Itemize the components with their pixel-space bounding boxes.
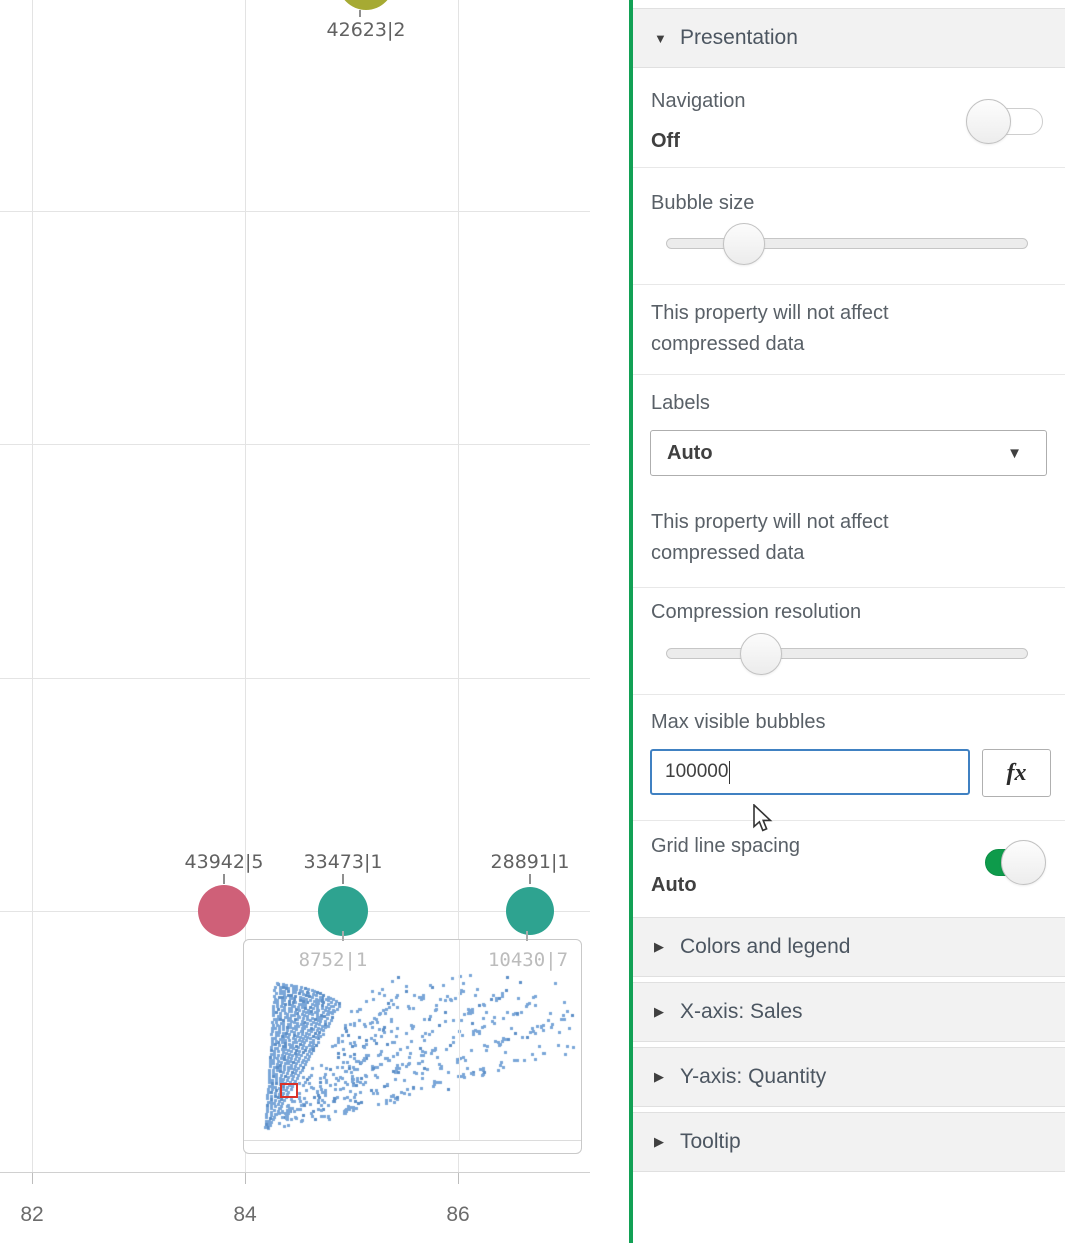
- section-x-axis[interactable]: ▶ X-axis: Sales: [633, 982, 1065, 1042]
- hidden-bubble-label: 8752|1: [298, 949, 368, 971]
- navigation-value: Off: [651, 130, 680, 152]
- grid-line-spacing-label: Grid line spacing: [651, 835, 800, 857]
- toggle-knob[interactable]: [1001, 840, 1046, 885]
- divider: [633, 694, 1065, 695]
- data-bubble[interactable]: [338, 0, 394, 10]
- hidden-bubble-leader: [342, 931, 344, 941]
- hidden-bubble-label: 10430|7: [487, 949, 569, 971]
- chevron-right-icon: ▶: [654, 1004, 664, 1019]
- minimap-scatter: [244, 940, 581, 1153]
- section-label: X-axis: Sales: [680, 1000, 803, 1023]
- bubble-label-leader: [529, 874, 531, 884]
- chevron-right-icon: ▶: [654, 1134, 664, 1149]
- section-label: Y-axis: Quantity: [680, 1065, 827, 1088]
- section-tooltip[interactable]: ▶ Tooltip: [633, 1112, 1065, 1172]
- x-axis-tick: [245, 1173, 246, 1184]
- labels-dropdown[interactable]: Auto ▼: [650, 430, 1047, 476]
- horizontal-gridline: [0, 211, 590, 212]
- slider-handle[interactable]: [739, 633, 782, 675]
- mouse-cursor: [753, 804, 773, 832]
- divider: [633, 374, 1065, 375]
- hidden-bubble-leader: [526, 931, 528, 941]
- minimap-axis-line: [244, 1140, 581, 1141]
- scatter-chart[interactable]: 42623|2 43942|5 33473|1 28891|1 8752|1 10430…: [0, 0, 629, 1243]
- data-bubble[interactable]: [318, 886, 368, 936]
- slider-handle[interactable]: [723, 223, 766, 265]
- bubble-label: 33473|1: [303, 851, 383, 873]
- section-y-axis[interactable]: ▶ Y-axis: Quantity: [633, 1047, 1065, 1107]
- grid-line-spacing-value: Auto: [651, 874, 697, 896]
- section-colors-and-legend[interactable]: ▶ Colors and legend: [633, 917, 1065, 977]
- compression-resolution-slider[interactable]: [666, 633, 1028, 675]
- x-axis-tick-label: 84: [233, 1203, 257, 1226]
- bubble-size-label: Bubble size: [651, 192, 755, 214]
- data-bubble[interactable]: [506, 887, 554, 935]
- bubble-label-leader: [359, 10, 361, 17]
- x-axis-line: [0, 1172, 590, 1173]
- input-value: 100000: [665, 761, 729, 782]
- x-axis-tick-label: 86: [446, 1203, 470, 1226]
- navigation-label: Navigation: [651, 90, 746, 112]
- max-visible-bubbles-input[interactable]: 100000: [650, 749, 970, 795]
- navigation-toggle[interactable]: [966, 99, 1043, 144]
- bubble-label-leader: [223, 874, 225, 884]
- chevron-right-icon: ▶: [654, 939, 664, 954]
- x-axis-tick: [32, 1173, 33, 1184]
- chevron-right-icon: ▶: [654, 1069, 664, 1084]
- fx-icon: fx: [1006, 759, 1027, 786]
- x-axis-tick: [458, 1173, 459, 1184]
- properties-panel: ▼ Presentation Navigation Off Bubble siz…: [629, 0, 1065, 1243]
- divider: [633, 820, 1065, 821]
- compressed-data-note: This property will not affect compressed…: [651, 507, 889, 569]
- x-axis-tick-label: 82: [20, 1203, 44, 1226]
- navigation-minimap[interactable]: [243, 939, 582, 1154]
- section-label: Colors and legend: [680, 935, 851, 958]
- toggle-knob[interactable]: [966, 99, 1011, 144]
- chevron-down-icon: ▼: [654, 30, 667, 46]
- note-line: compressed data: [651, 333, 805, 355]
- expression-editor-button[interactable]: fx: [982, 749, 1051, 797]
- bubble-label: 28891|1: [490, 851, 570, 873]
- divider: [633, 167, 1065, 168]
- horizontal-gridline: [0, 678, 590, 679]
- note-line: compressed data: [651, 542, 805, 564]
- bubble-label: 42623|2: [326, 19, 406, 41]
- vertical-gridline: [458, 0, 459, 1172]
- chevron-down-icon: ▼: [1007, 444, 1022, 462]
- data-bubble[interactable]: [198, 885, 250, 937]
- note-line: This property will not affect: [651, 511, 889, 533]
- compression-resolution-label: Compression resolution: [651, 601, 862, 623]
- section-label: Tooltip: [680, 1130, 741, 1153]
- note-line: This property will not affect: [651, 302, 889, 324]
- bubble-label: 43942|5: [184, 851, 264, 873]
- bubble-size-slider[interactable]: [666, 223, 1028, 265]
- bubble-label-leader: [342, 874, 344, 884]
- labels-label: Labels: [651, 392, 710, 414]
- divider: [633, 284, 1065, 285]
- section-presentation-label: Presentation: [680, 26, 798, 49]
- horizontal-gridline: [0, 444, 590, 445]
- compressed-data-note: This property will not affect compressed…: [651, 298, 889, 360]
- divider: [633, 587, 1065, 588]
- vertical-gridline: [245, 0, 246, 1172]
- labels-dropdown-value: Auto: [667, 441, 713, 464]
- minimap-gridline: [459, 940, 460, 1140]
- vertical-gridline: [32, 0, 33, 1172]
- horizontal-gridline: [0, 911, 590, 912]
- section-presentation[interactable]: ▼ Presentation: [633, 8, 1065, 68]
- grid-line-spacing-toggle[interactable]: [985, 840, 1046, 885]
- minimap-viewport-rect[interactable]: [280, 1083, 298, 1098]
- max-visible-bubbles-label: Max visible bubbles: [651, 711, 826, 733]
- text-caret: [729, 760, 731, 784]
